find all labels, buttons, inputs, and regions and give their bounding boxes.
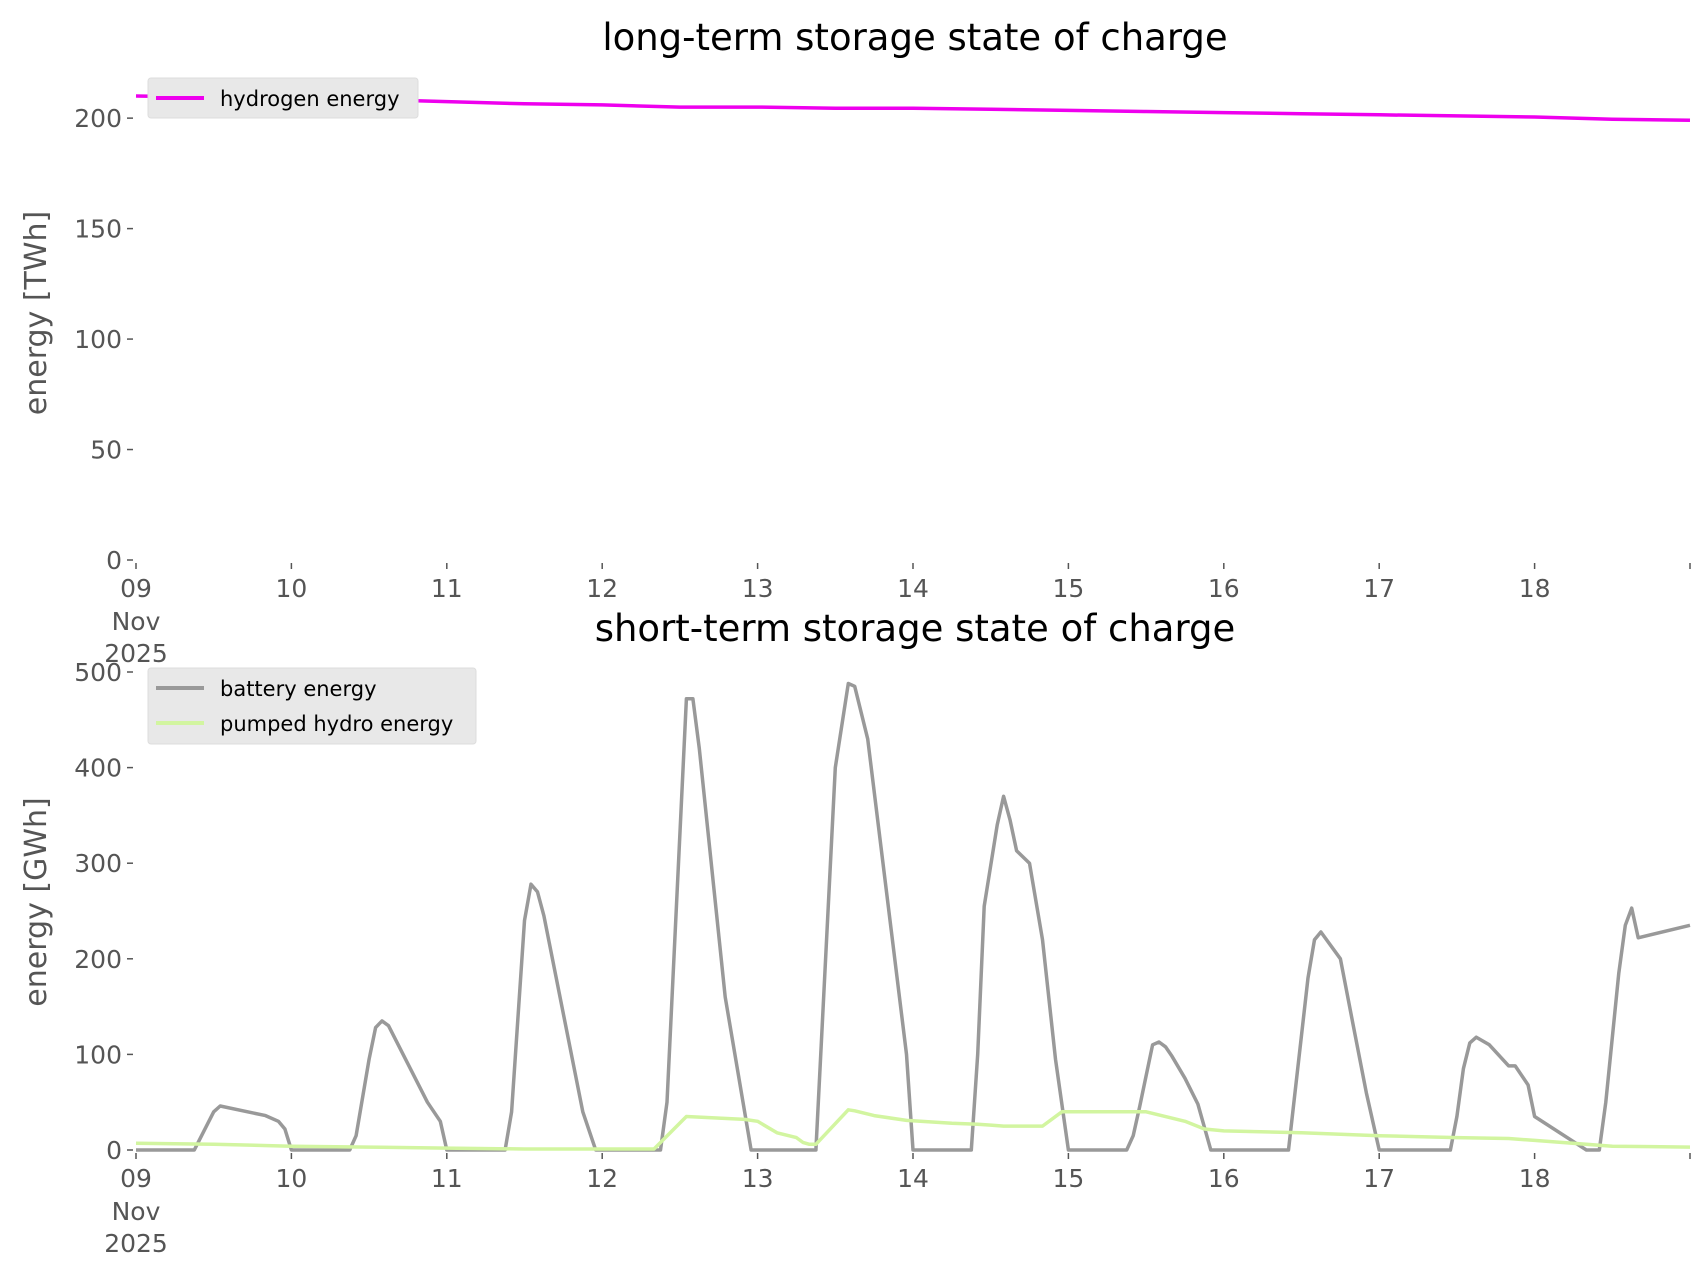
short-term-y-axis-label: energy [GWh] (19, 797, 54, 1006)
long-term-y-axis-label: energy [TWh] (19, 211, 54, 415)
x-tick-label: 09 (120, 574, 152, 603)
y-tick-label: 0 (106, 546, 122, 575)
long-term-legend: hydrogen energy (147, 77, 419, 119)
x-tick-label-date-part: Nov (112, 607, 161, 636)
long-term-axes: 0 50 100 150 200 09 Nov 2025 10 11 12 13 14 15 16 17 18 (74, 104, 1691, 668)
x-tick-label: 09 (120, 1164, 152, 1193)
short-term-legend: battery energy pumped hydro energy (147, 667, 477, 745)
y-tick-label: 150 (74, 215, 122, 244)
long-term-chart-title: long-term storage state of charge (602, 16, 1227, 59)
series-line-pumped-hydro-energy (135, 1108, 1691, 1151)
y-tick-label: 200 (74, 945, 122, 974)
x-tick-label: 10 (275, 1164, 307, 1193)
y-tick-label: 100 (74, 1040, 122, 1069)
y-tick-label: 200 (74, 104, 122, 133)
y-tick-label: 0 (106, 1136, 122, 1165)
short-term-chart: short-term storage state of charge energ… (19, 607, 1691, 1258)
x-tick-label: 18 (1519, 574, 1551, 603)
x-tick-label: 16 (1208, 1164, 1240, 1193)
short-term-axes: 0 100 200 300 400 500 09 Nov 2025 10 11 12 13 14 15 16 1… (74, 658, 1691, 1258)
short-term-series-lines (135, 681, 1691, 1152)
x-tick-label: 17 (1363, 574, 1395, 603)
x-tick-label: 15 (1052, 574, 1084, 603)
y-tick-label: 400 (74, 754, 122, 783)
long-term-legend-box (147, 77, 419, 119)
short-term-legend-box (147, 667, 477, 745)
long-term-chart: long-term storage state of charge energy… (19, 16, 1691, 668)
x-tick-label: 18 (1519, 1164, 1551, 1193)
x-tick-label-date-part: 2025 (104, 639, 168, 668)
x-tick-label: 11 (431, 1164, 463, 1193)
legend-label-pumped-hydro: pumped hydro energy (220, 712, 453, 736)
series-line-battery-energy (136, 681, 1691, 1152)
x-tick-label: 10 (275, 574, 307, 603)
x-tick-label: 15 (1052, 1164, 1084, 1193)
x-tick-label: 14 (897, 1164, 929, 1193)
y-tick-label: 500 (74, 658, 122, 687)
y-tick-label: 300 (74, 849, 122, 878)
y-tick-label: 100 (74, 325, 122, 354)
short-term-chart-title: short-term storage state of charge (595, 607, 1236, 650)
x-tick-label: 12 (586, 1164, 618, 1193)
x-tick-label: 13 (742, 1164, 774, 1193)
x-tick-label: 13 (742, 574, 774, 603)
x-tick-label: 16 (1208, 574, 1240, 603)
legend-label-hydrogen: hydrogen energy (220, 87, 400, 111)
x-tick-label: 12 (586, 574, 618, 603)
y-tick-label: 50 (90, 436, 122, 465)
legend-label-battery: battery energy (220, 677, 377, 701)
x-tick-label: 17 (1363, 1164, 1395, 1193)
x-tick-label-date-part: 2025 (104, 1229, 168, 1258)
x-tick-label: 11 (431, 574, 463, 603)
x-tick-label-date-part: Nov (112, 1197, 161, 1226)
x-tick-label: 14 (897, 574, 929, 603)
